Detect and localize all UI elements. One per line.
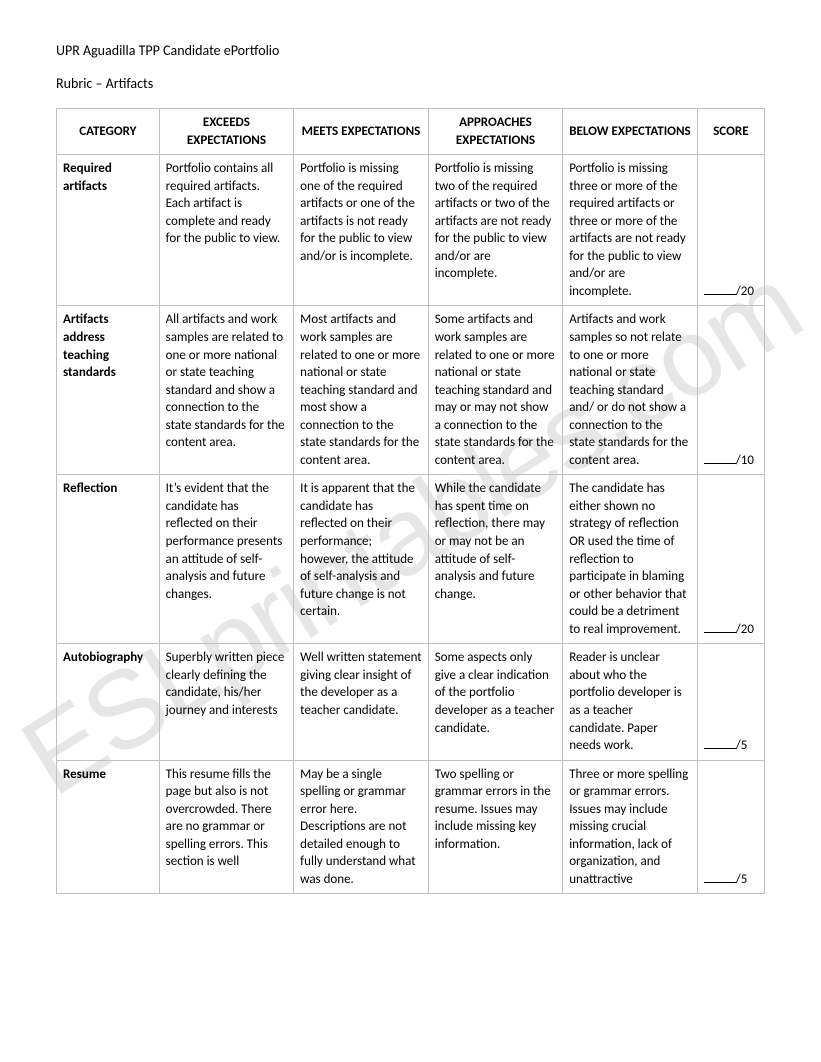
col-header-below: BELOW EXPECTATIONS (563, 109, 698, 155)
cell-category: Autobiography (57, 644, 160, 760)
cell-exceeds: It’s evident that the candidate has refl… (159, 475, 294, 644)
table-row: Required artifacts Portfolio contains al… (57, 155, 765, 306)
table-row: Reflection It’s evident that the candida… (57, 475, 765, 644)
col-header-category: CATEGORY (57, 109, 160, 155)
cell-score: /5 (697, 644, 764, 760)
rubric-table: CATEGORY EXCEEDS EXPECTATIONS MEETS EXPE… (56, 108, 765, 894)
cell-exceeds: This resume fills the page but also is n… (159, 760, 294, 894)
cell-meets: Well written statement giving clear insi… (294, 644, 429, 760)
cell-approaches: Portfolio is missing two of the required… (428, 155, 563, 306)
score-max: /5 (736, 738, 748, 753)
score-max: /10 (736, 453, 754, 468)
page-content: UPR Aguadilla TPP Candidate ePortfolio R… (0, 0, 821, 894)
cell-category: Artifacts address teaching standards (57, 306, 160, 475)
cell-below: Portfolio is missing three or more of th… (563, 155, 698, 306)
cell-meets: May be a single spelling or grammar erro… (294, 760, 429, 894)
col-header-meets: MEETS EXPECTATIONS (294, 109, 429, 155)
title-line-1: UPR Aguadilla TPP Candidate ePortfolio (56, 42, 765, 59)
cell-score: /10 (697, 306, 764, 475)
cell-category: Required artifacts (57, 155, 160, 306)
cell-approaches: Some aspects only give a clear indicatio… (428, 644, 563, 760)
cell-meets: Portfolio is missing one of the required… (294, 155, 429, 306)
table-row: Resume This resume fills the page but al… (57, 760, 765, 894)
cell-meets: It is apparent that the candidate has re… (294, 475, 429, 644)
score-max: /20 (736, 284, 754, 299)
cell-meets: Most artifacts and work samples are rela… (294, 306, 429, 475)
cell-below: Three or more spelling or grammar errors… (563, 760, 698, 894)
cell-below: The candidate has either shown no strate… (563, 475, 698, 644)
cell-approaches: Some artifacts and work samples are rela… (428, 306, 563, 475)
table-header-row: CATEGORY EXCEEDS EXPECTATIONS MEETS EXPE… (57, 109, 765, 155)
score-max: /5 (736, 872, 748, 887)
cell-score: /5 (697, 760, 764, 894)
col-header-exceeds: EXCEEDS EXPECTATIONS (159, 109, 294, 155)
cell-approaches: While the candidate has spent time on re… (428, 475, 563, 644)
score-max: /20 (736, 622, 754, 637)
cell-score: /20 (697, 155, 764, 306)
cell-below: Artifacts and work samples so not relate… (563, 306, 698, 475)
cell-exceeds: Portfolio contains all required artifact… (159, 155, 294, 306)
cell-approaches: Two spelling or grammar errors in the re… (428, 760, 563, 894)
col-header-score: SCORE (697, 109, 764, 155)
table-row: Artifacts address teaching standards All… (57, 306, 765, 475)
cell-exceeds: Superbly written piece clearly defining … (159, 644, 294, 760)
col-header-approaches: APPROACHES EXPECTATIONS (428, 109, 563, 155)
cell-category: Reflection (57, 475, 160, 644)
cell-exceeds: All artifacts and work samples are relat… (159, 306, 294, 475)
cell-score: /20 (697, 475, 764, 644)
cell-category: Resume (57, 760, 160, 894)
cell-below: Reader is unclear about who the portfoli… (563, 644, 698, 760)
title-line-2: Rubric – Artifacts (56, 75, 765, 92)
table-row: Autobiography Superbly written piece cle… (57, 644, 765, 760)
